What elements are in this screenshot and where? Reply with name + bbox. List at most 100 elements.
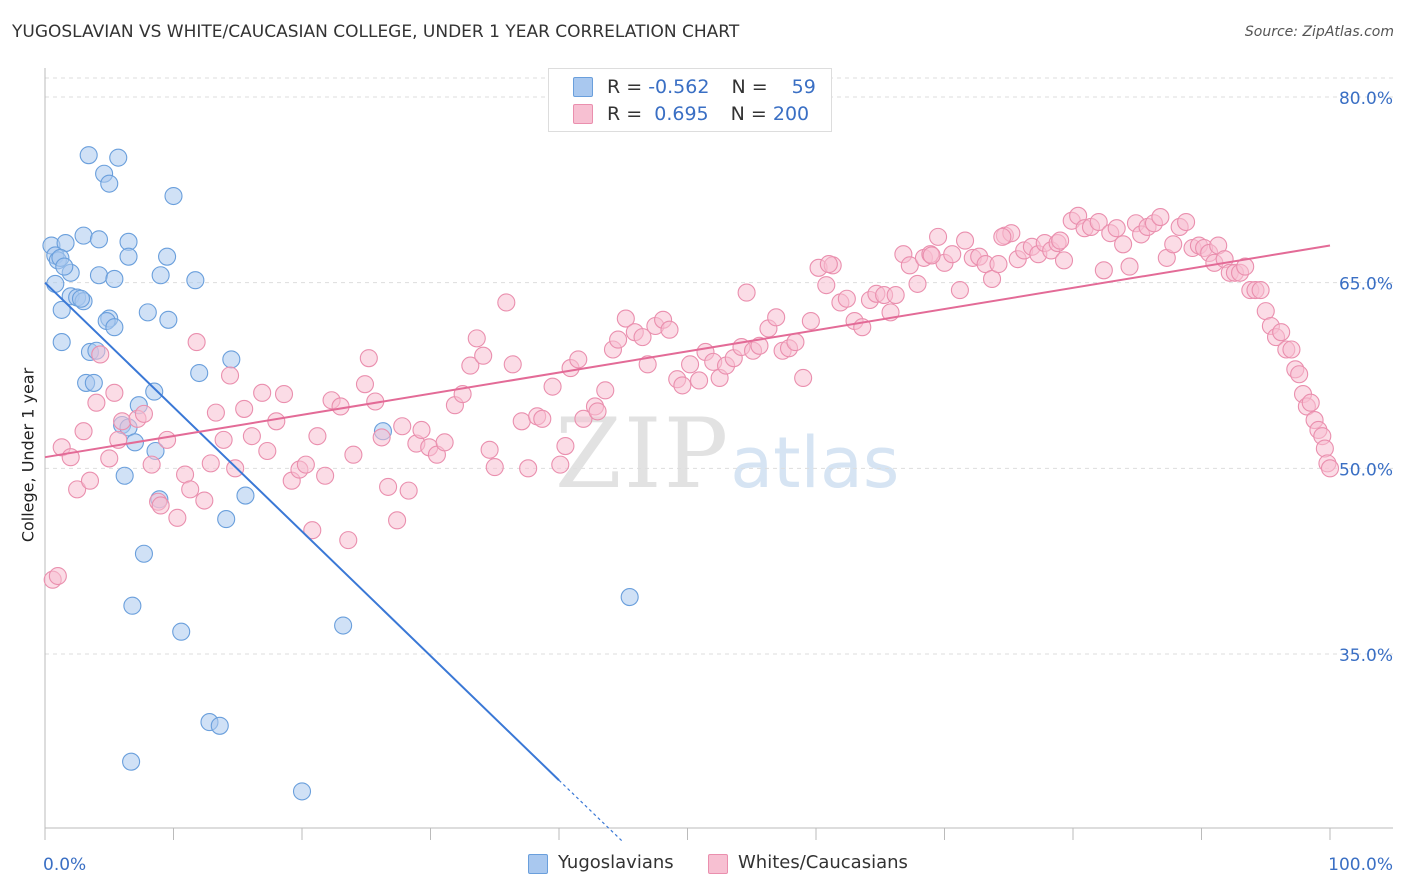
white-point [467, 329, 486, 348]
white-point [220, 366, 240, 385]
white-point [673, 376, 692, 395]
yugoslavian-point [74, 226, 93, 245]
white-point [837, 289, 856, 308]
yugoslavian-point [186, 271, 205, 290]
legend-n-value: 200 [772, 103, 810, 125]
white-point [195, 491, 214, 510]
white-point [819, 255, 838, 274]
legend-r-label: R = [607, 76, 649, 98]
white-point [1120, 257, 1139, 276]
white-point [181, 480, 200, 499]
white-point [359, 349, 378, 368]
y-tick-label: 35.0% [1339, 646, 1393, 666]
yugoslavian-point [164, 186, 183, 206]
white-point [1177, 212, 1196, 232]
white-trendline [44, 244, 1331, 459]
legend-swatch-whites [573, 104, 593, 124]
white-point [1272, 323, 1291, 342]
white-point [206, 403, 225, 422]
white-point [817, 276, 836, 295]
yugoslavian-trendline [44, 281, 560, 781]
yugoslavian-point [334, 616, 353, 635]
white-point [274, 385, 294, 404]
white-point [551, 455, 570, 474]
white-point [750, 336, 769, 355]
white-point [267, 412, 286, 431]
white-point [660, 320, 679, 339]
white-point [474, 346, 493, 365]
yugoslavian-point [217, 510, 236, 529]
y-tick-label: 65.0% [1339, 275, 1393, 295]
bottom-legend-label: Whites/Caucasians [738, 852, 908, 873]
yugoslavian-point [172, 622, 191, 641]
legend-r-label: R = [607, 103, 649, 125]
white-point [1251, 281, 1270, 300]
yugoslavian-point [89, 230, 109, 249]
white-point [142, 455, 161, 474]
white-point [296, 455, 315, 474]
yugoslavian-point [52, 300, 71, 319]
white-point [801, 311, 820, 331]
yugoslavian-point [79, 146, 98, 165]
white-point [168, 508, 187, 527]
white-point [1051, 231, 1070, 250]
bottom-legend-label: Yugoslavians [558, 852, 674, 873]
yugoslavian-trendline-extension [558, 779, 624, 843]
yugoslavian-point [145, 382, 164, 401]
source-label: Source: ZipAtlas.com [1244, 24, 1394, 40]
white-point [331, 397, 350, 416]
white-point [91, 345, 110, 364]
white-point [68, 480, 87, 499]
white-point [908, 274, 927, 293]
white-point [786, 333, 805, 352]
white-point [503, 355, 522, 374]
white-point [134, 404, 153, 423]
white-point [242, 427, 261, 446]
white-point [609, 330, 628, 349]
white-point [681, 355, 700, 374]
yugoslavian-point [122, 752, 141, 771]
white-point [105, 383, 124, 402]
white-point [480, 440, 499, 459]
white-point [355, 375, 375, 394]
white-point [886, 285, 905, 305]
white-point [461, 356, 480, 375]
watermark: ZIPatlas [555, 398, 899, 510]
yugoslavian-point [109, 148, 128, 167]
white-point [588, 402, 607, 421]
white-point [1094, 261, 1113, 280]
white-point [543, 377, 562, 396]
yugoslavian-point [105, 318, 124, 337]
white-point [339, 531, 358, 550]
white-point [1089, 212, 1108, 232]
white-point [151, 496, 170, 515]
white-point [574, 409, 593, 428]
yugoslavian-point [292, 782, 312, 801]
bottom-legend-swatch-yugoslavians [528, 854, 548, 874]
white-point [372, 428, 391, 447]
white-point [956, 231, 975, 250]
chart-title: YUGOSLAVIAN VS WHITE/CAUCASIAN COLLEGE, … [12, 22, 740, 42]
yugoslavian-point [236, 486, 255, 505]
white-point [989, 255, 1008, 274]
white-point [922, 246, 941, 265]
yugoslavian-point [105, 269, 124, 289]
white-point [497, 293, 516, 312]
white-point [512, 412, 531, 431]
white-point [767, 308, 786, 327]
white-point [303, 521, 322, 540]
white-point [1320, 459, 1340, 478]
white-point [900, 256, 919, 275]
white-point [187, 333, 206, 352]
white-point [737, 283, 756, 302]
yugoslavian-point [210, 716, 229, 735]
bottom-legend-swatch-whites [708, 854, 728, 874]
white-point [943, 245, 962, 264]
white-point [158, 430, 177, 449]
white-point [308, 427, 327, 446]
white-point [100, 449, 119, 468]
white-point [435, 433, 454, 452]
yugoslavian-point [71, 289, 91, 308]
white-point [633, 328, 652, 347]
white-point [556, 437, 575, 456]
